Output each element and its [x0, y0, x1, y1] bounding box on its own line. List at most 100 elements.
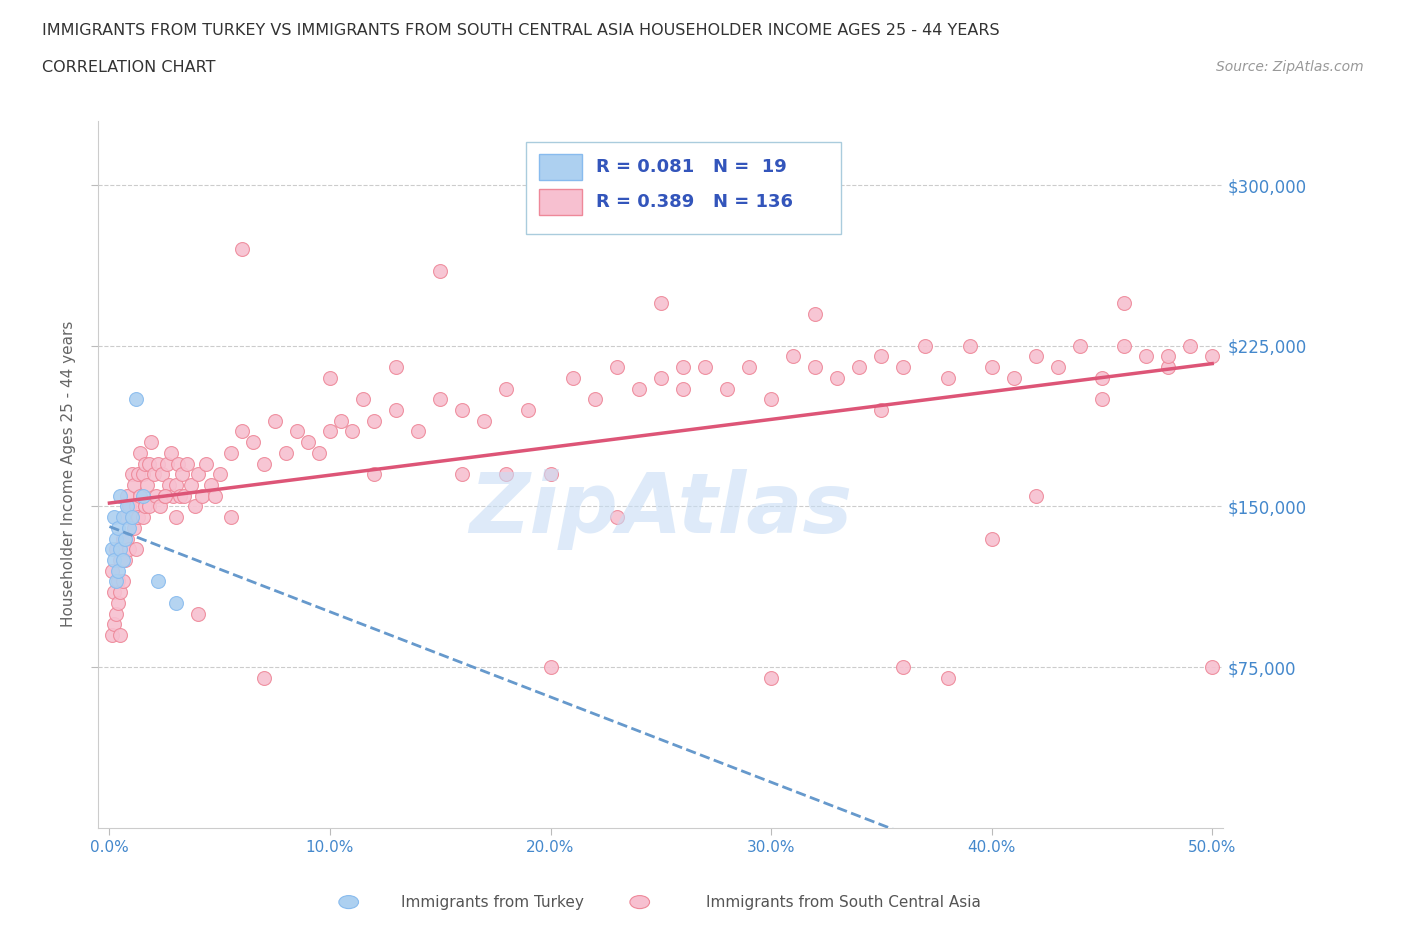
Point [114, 531, 136, 546]
Point [936, 370, 959, 385]
Point [125, 499, 148, 514]
Point [231, 242, 253, 257]
Point [180, 478, 202, 493]
Point [738, 360, 761, 375]
Point [138, 499, 160, 514]
Point [204, 488, 226, 503]
Point [870, 403, 893, 418]
Text: R = 0.081   N =  19: R = 0.081 N = 19 [596, 158, 786, 176]
Point [141, 434, 163, 449]
Point [118, 521, 141, 536]
Point [172, 467, 194, 482]
Point [319, 370, 342, 385]
Point [219, 445, 242, 460]
Point [153, 488, 176, 503]
Point [606, 510, 628, 525]
Point [363, 467, 385, 482]
Point [157, 478, 180, 493]
Point [100, 564, 122, 578]
Point [160, 445, 183, 460]
Point [145, 488, 167, 503]
Point [1025, 488, 1047, 503]
Point [804, 306, 827, 321]
Point [165, 478, 187, 493]
Point [110, 585, 132, 600]
Point [893, 659, 915, 674]
Point [149, 499, 172, 514]
Point [103, 510, 125, 525]
Point [385, 360, 408, 375]
Point [134, 456, 156, 471]
Point [115, 531, 138, 546]
Point [187, 467, 209, 482]
Point [100, 628, 122, 643]
FancyBboxPatch shape [526, 142, 841, 234]
Point [111, 531, 134, 546]
Point [169, 488, 191, 503]
Point [848, 360, 870, 375]
Point [166, 456, 188, 471]
Text: R = 0.389   N = 136: R = 0.389 N = 136 [596, 193, 793, 211]
Text: Immigrants from South Central Asia: Immigrants from South Central Asia [706, 895, 981, 910]
Point [107, 521, 129, 536]
Point [105, 531, 128, 546]
Point [1157, 349, 1180, 364]
Point [1201, 659, 1223, 674]
Point [129, 445, 152, 460]
Point [253, 456, 276, 471]
Point [122, 478, 145, 493]
Point [870, 349, 893, 364]
Point [100, 542, 122, 557]
Point [451, 403, 474, 418]
Point [195, 456, 218, 471]
Point [153, 488, 176, 503]
Point [1135, 349, 1157, 364]
Point [136, 478, 159, 493]
Text: CORRELATION CHART: CORRELATION CHART [42, 60, 215, 75]
Point [111, 574, 134, 589]
Point [127, 467, 149, 482]
Point [429, 392, 451, 406]
Point [340, 424, 363, 439]
Point [184, 499, 207, 514]
Point [114, 552, 136, 567]
Point [219, 510, 242, 525]
Point [114, 510, 136, 525]
Point [150, 467, 173, 482]
Point [759, 671, 782, 685]
Point [1069, 339, 1091, 353]
Point [804, 360, 827, 375]
Point [782, 349, 804, 364]
Point [111, 552, 134, 567]
Point [1002, 370, 1025, 385]
Point [103, 617, 125, 631]
Point [1112, 296, 1135, 311]
Point [914, 339, 936, 353]
Point [146, 456, 169, 471]
Point [134, 499, 156, 514]
Point [110, 542, 132, 557]
Point [208, 467, 231, 482]
Point [693, 360, 716, 375]
Point [110, 628, 132, 643]
Point [672, 381, 695, 396]
Point [650, 370, 672, 385]
Point [561, 370, 583, 385]
Point [105, 574, 128, 589]
Point [959, 339, 981, 353]
Point [122, 521, 145, 536]
Point [118, 542, 141, 557]
Point [285, 424, 308, 439]
Point [125, 392, 148, 406]
Point [1046, 360, 1069, 375]
Point [583, 392, 606, 406]
Point [1201, 349, 1223, 364]
Point [606, 360, 628, 375]
Point [716, 381, 738, 396]
Point [429, 263, 451, 278]
Point [107, 574, 129, 589]
Text: Source: ZipAtlas.com: Source: ZipAtlas.com [1216, 60, 1364, 74]
Point [107, 564, 129, 578]
Point [131, 510, 153, 525]
Text: ZipAtlas: ZipAtlas [470, 469, 852, 551]
